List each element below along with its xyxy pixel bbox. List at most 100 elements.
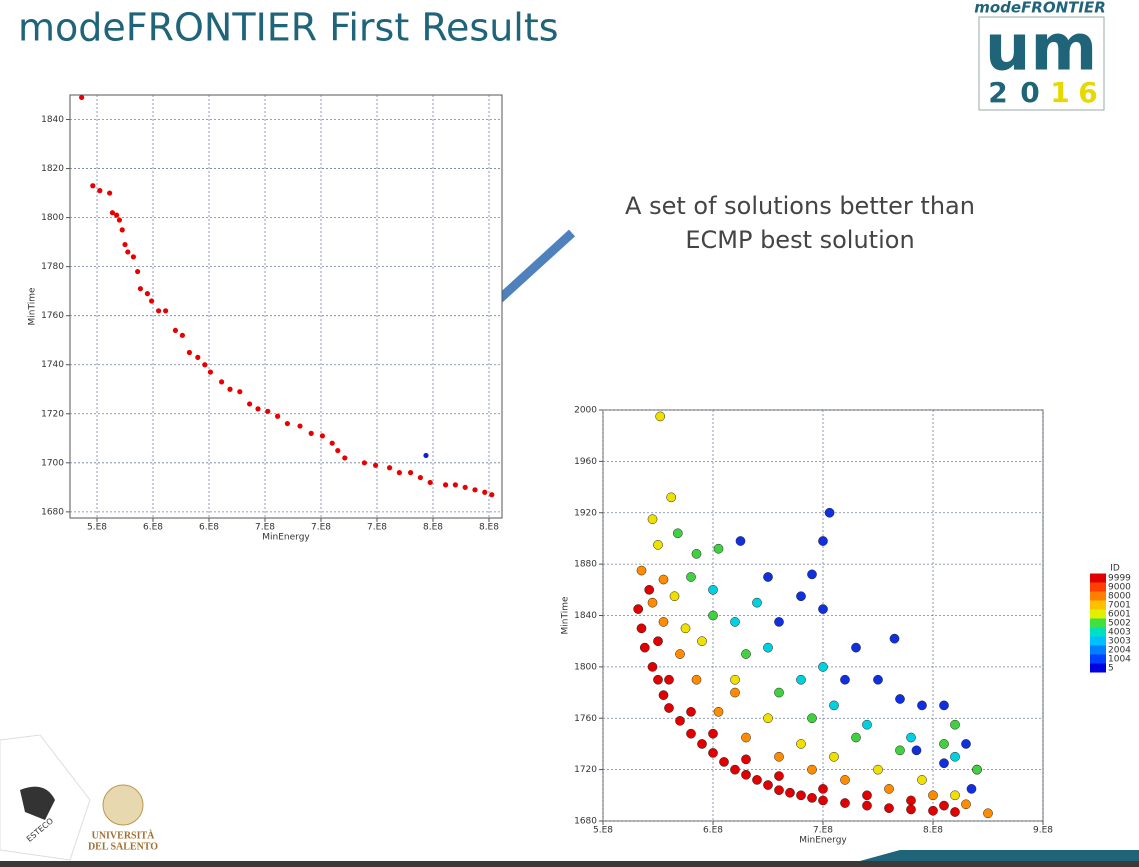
point bbox=[818, 604, 828, 614]
footer-bar bbox=[0, 861, 1139, 867]
y-tick-label: 1720 bbox=[574, 765, 597, 775]
point bbox=[297, 423, 303, 429]
y-axis-title: MinTime bbox=[561, 596, 571, 634]
colorbar-label: 6001 bbox=[1108, 610, 1131, 620]
colorbar-swatch bbox=[1090, 654, 1106, 664]
point bbox=[227, 386, 233, 392]
point bbox=[906, 732, 916, 743]
point bbox=[308, 430, 314, 436]
point bbox=[840, 775, 850, 785]
point bbox=[658, 574, 669, 585]
point bbox=[179, 332, 186, 338]
point bbox=[237, 389, 243, 395]
logo-brand: modeFRONTIER bbox=[974, 0, 1106, 17]
x-tick-label: 5.E8 bbox=[593, 826, 613, 836]
point bbox=[730, 687, 740, 698]
point bbox=[906, 804, 916, 815]
point bbox=[939, 700, 949, 711]
point bbox=[895, 745, 905, 756]
colorbar-label: 1004 bbox=[1108, 655, 1131, 665]
point bbox=[735, 536, 746, 546]
point bbox=[950, 807, 960, 817]
point bbox=[265, 408, 271, 414]
point bbox=[186, 349, 193, 356]
university-name: UNIVERSITÀ bbox=[92, 829, 156, 841]
x-tick-label: 8.E8 bbox=[923, 826, 943, 836]
colorbar-label: 9999 bbox=[1108, 574, 1131, 584]
point bbox=[137, 286, 144, 292]
point bbox=[653, 540, 663, 550]
point bbox=[122, 241, 128, 248]
point bbox=[647, 597, 658, 608]
point bbox=[807, 713, 817, 724]
colorbar-swatch bbox=[1090, 609, 1106, 619]
point bbox=[114, 212, 120, 218]
point bbox=[708, 584, 718, 595]
point bbox=[675, 649, 685, 659]
logo-mark: um bbox=[985, 12, 1097, 86]
y-axis-title: MinTime bbox=[28, 287, 38, 325]
point bbox=[939, 758, 949, 769]
point bbox=[851, 732, 861, 743]
point bbox=[644, 584, 655, 595]
colorbar-swatch bbox=[1090, 627, 1106, 637]
point bbox=[697, 636, 707, 647]
point bbox=[983, 808, 993, 819]
esteco-text: ESTECO bbox=[25, 816, 55, 843]
point bbox=[829, 700, 839, 711]
colorbar-swatch bbox=[1090, 645, 1106, 655]
x-tick-label: 5.E8 bbox=[87, 523, 107, 533]
logo-frame bbox=[978, 16, 1105, 111]
point bbox=[713, 543, 724, 554]
x-tick-label: 6.E8 bbox=[199, 523, 219, 533]
y-tick-label: 1680 bbox=[41, 507, 64, 517]
colorbar-swatch bbox=[1090, 573, 1106, 583]
footer-accent bbox=[860, 850, 1139, 861]
annotation-line: A set of solutions better than bbox=[625, 192, 975, 220]
point bbox=[884, 784, 894, 794]
y-tick-label: 1880 bbox=[574, 560, 597, 570]
point bbox=[741, 649, 751, 659]
point bbox=[255, 406, 261, 412]
plot-area bbox=[69, 94, 503, 519]
point bbox=[752, 775, 762, 785]
colorbar-swatch bbox=[1090, 600, 1106, 610]
point bbox=[97, 188, 103, 194]
point bbox=[135, 268, 141, 275]
point bbox=[664, 674, 674, 685]
point bbox=[818, 662, 828, 672]
point bbox=[917, 775, 927, 785]
y-tick-label: 1700 bbox=[41, 458, 64, 468]
y-tick-label: 2000 bbox=[574, 406, 597, 416]
point bbox=[796, 591, 806, 602]
point bbox=[840, 798, 850, 808]
point bbox=[666, 492, 677, 503]
y-tick-label: 1740 bbox=[41, 360, 64, 370]
point bbox=[462, 484, 468, 490]
point bbox=[796, 674, 806, 685]
x-tick-label: 7.E8 bbox=[255, 523, 275, 533]
point bbox=[807, 569, 817, 580]
point bbox=[939, 739, 949, 749]
point bbox=[966, 784, 977, 794]
colorbar-label: 4003 bbox=[1108, 628, 1131, 638]
point bbox=[90, 183, 96, 189]
point bbox=[119, 227, 125, 233]
logo-digit: 1 bbox=[1050, 76, 1069, 109]
point bbox=[633, 604, 644, 614]
y-tick-label: 1780 bbox=[41, 262, 64, 272]
point bbox=[807, 764, 817, 775]
point bbox=[889, 633, 900, 644]
x-tick-label: 7.E8 bbox=[367, 523, 387, 533]
university-name: DEL SALENTO bbox=[88, 841, 158, 852]
point bbox=[427, 479, 433, 486]
slide-title: modeFRONTIER First Results bbox=[18, 6, 559, 50]
point bbox=[109, 210, 116, 216]
point bbox=[818, 795, 828, 806]
annotation-line: ECMP best solution bbox=[685, 226, 914, 254]
point bbox=[818, 536, 828, 546]
point bbox=[713, 706, 724, 717]
point bbox=[774, 751, 784, 762]
point bbox=[691, 549, 702, 559]
